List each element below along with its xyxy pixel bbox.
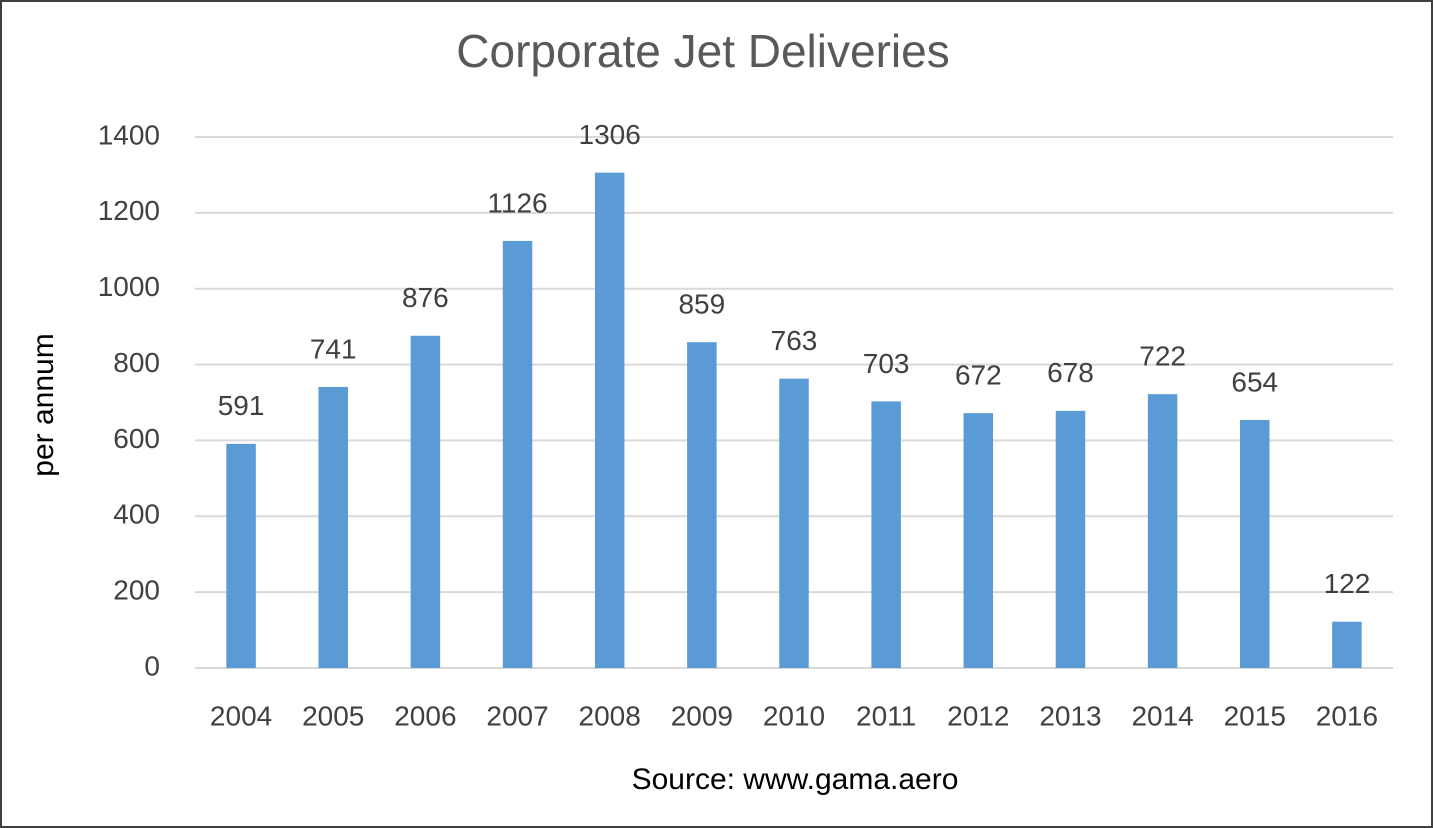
y-tick-label: 200 — [113, 575, 160, 606]
y-tick-label: 1400 — [98, 119, 160, 150]
x-axis-title: Source: www.gama.aero — [632, 763, 959, 796]
x-tick-label: 2015 — [1224, 700, 1286, 731]
data-label: 741 — [310, 333, 357, 364]
bar — [1240, 419, 1270, 668]
bar — [594, 172, 625, 668]
x-tick-label: 2014 — [1131, 700, 1193, 731]
data-label: 859 — [678, 289, 725, 320]
x-tick-label: 2009 — [671, 700, 733, 731]
bar — [318, 386, 348, 668]
chart-title: Corporate Jet Deliveries — [456, 25, 949, 77]
bar — [502, 240, 533, 668]
bar — [226, 443, 256, 668]
x-tick-label: 2010 — [763, 700, 825, 731]
data-label: 1126 — [487, 187, 547, 218]
y-tick-label: 600 — [113, 423, 160, 454]
data-label: 654 — [1231, 366, 1278, 397]
bar — [1055, 410, 1086, 668]
y-tick-label: 1200 — [98, 195, 160, 226]
bar — [779, 378, 809, 668]
x-tick-label: 2006 — [394, 700, 456, 731]
x-tick-label: 2012 — [947, 700, 1009, 731]
y-tick-label: 400 — [113, 499, 160, 530]
bar — [871, 401, 901, 668]
y-tick-label: 1000 — [98, 271, 160, 302]
bar — [410, 335, 441, 668]
x-tick-label: 2007 — [486, 700, 548, 731]
data-label: 703 — [863, 348, 910, 379]
x-tick-label: 2013 — [1039, 700, 1101, 731]
data-label: 591 — [218, 390, 265, 421]
y-tick-label: 0 — [144, 650, 160, 681]
data-label: 1306 — [579, 119, 641, 150]
y-tick-label: 800 — [113, 347, 160, 378]
data-label: 722 — [1139, 341, 1186, 372]
x-tick-label: 2011 — [856, 700, 916, 731]
data-label: 672 — [955, 360, 1002, 391]
bar — [963, 413, 994, 668]
x-tick-label: 2008 — [579, 700, 641, 731]
bar — [687, 342, 717, 668]
x-tick-label: 2005 — [302, 700, 364, 731]
data-label: 678 — [1047, 357, 1094, 388]
data-label: 763 — [771, 325, 818, 356]
bar — [1147, 394, 1178, 668]
bar — [1332, 621, 1362, 668]
x-tick-label: 2016 — [1316, 700, 1378, 731]
data-label: 122 — [1324, 568, 1371, 599]
y-axis-title: per annum — [27, 333, 60, 476]
x-tick-label: 2004 — [210, 700, 272, 731]
data-label: 876 — [402, 282, 449, 313]
